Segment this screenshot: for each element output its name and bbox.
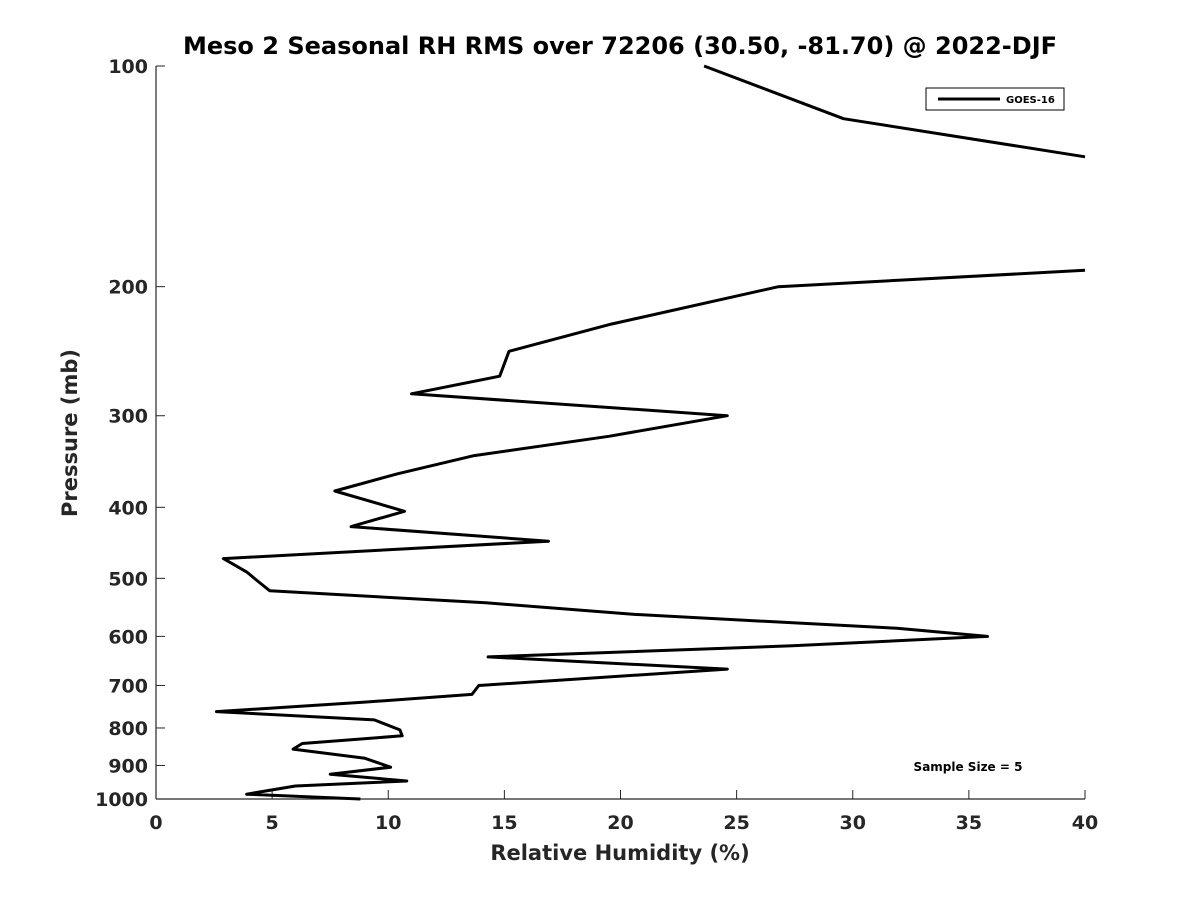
y-tick-label: 900 <box>108 755 148 777</box>
legend: GOES-16 <box>925 87 1065 111</box>
series-line-2 <box>703 64 1086 159</box>
x-tick-label: 20 <box>607 812 633 834</box>
y-tick-label: 200 <box>108 277 148 299</box>
x-tick-label: 35 <box>956 812 982 834</box>
x-tick-label: 25 <box>723 812 749 834</box>
y-tick-label: 300 <box>108 406 148 428</box>
y-tick-label: 500 <box>108 568 148 590</box>
y-tick-label: 700 <box>108 675 148 697</box>
axes: 0 5 10 15 20 25 30 35 40 100 200 300 400 500 600 700 800… <box>95 56 1098 834</box>
x-tick-label: 15 <box>491 812 517 834</box>
y-tick-label: 800 <box>108 718 148 740</box>
chart-title: Meso 2 Seasonal RH RMS over 72206 (30.50… <box>183 32 1057 60</box>
legend-label: GOES-16 <box>1006 95 1055 106</box>
x-tick-label: 10 <box>375 812 401 834</box>
x-tick-label: 40 <box>1072 812 1098 834</box>
x-tick-label: 5 <box>266 812 279 834</box>
y-axis-label: Pressure (mb) <box>58 349 82 517</box>
y-tick-label: 600 <box>108 626 148 648</box>
y-tick-label: 400 <box>108 497 148 519</box>
x-tick-label: 30 <box>840 812 866 834</box>
y-tick-label: 100 <box>108 56 148 78</box>
y-tick-label: 1000 <box>95 789 148 811</box>
x-axis-label: Relative Humidity (%) <box>490 841 749 865</box>
sample-size-annotation: Sample Size = 5 <box>914 760 1023 774</box>
x-tick-label: 0 <box>149 812 162 834</box>
series-line-1 <box>214 268 1086 801</box>
plot-lines <box>214 64 1086 801</box>
